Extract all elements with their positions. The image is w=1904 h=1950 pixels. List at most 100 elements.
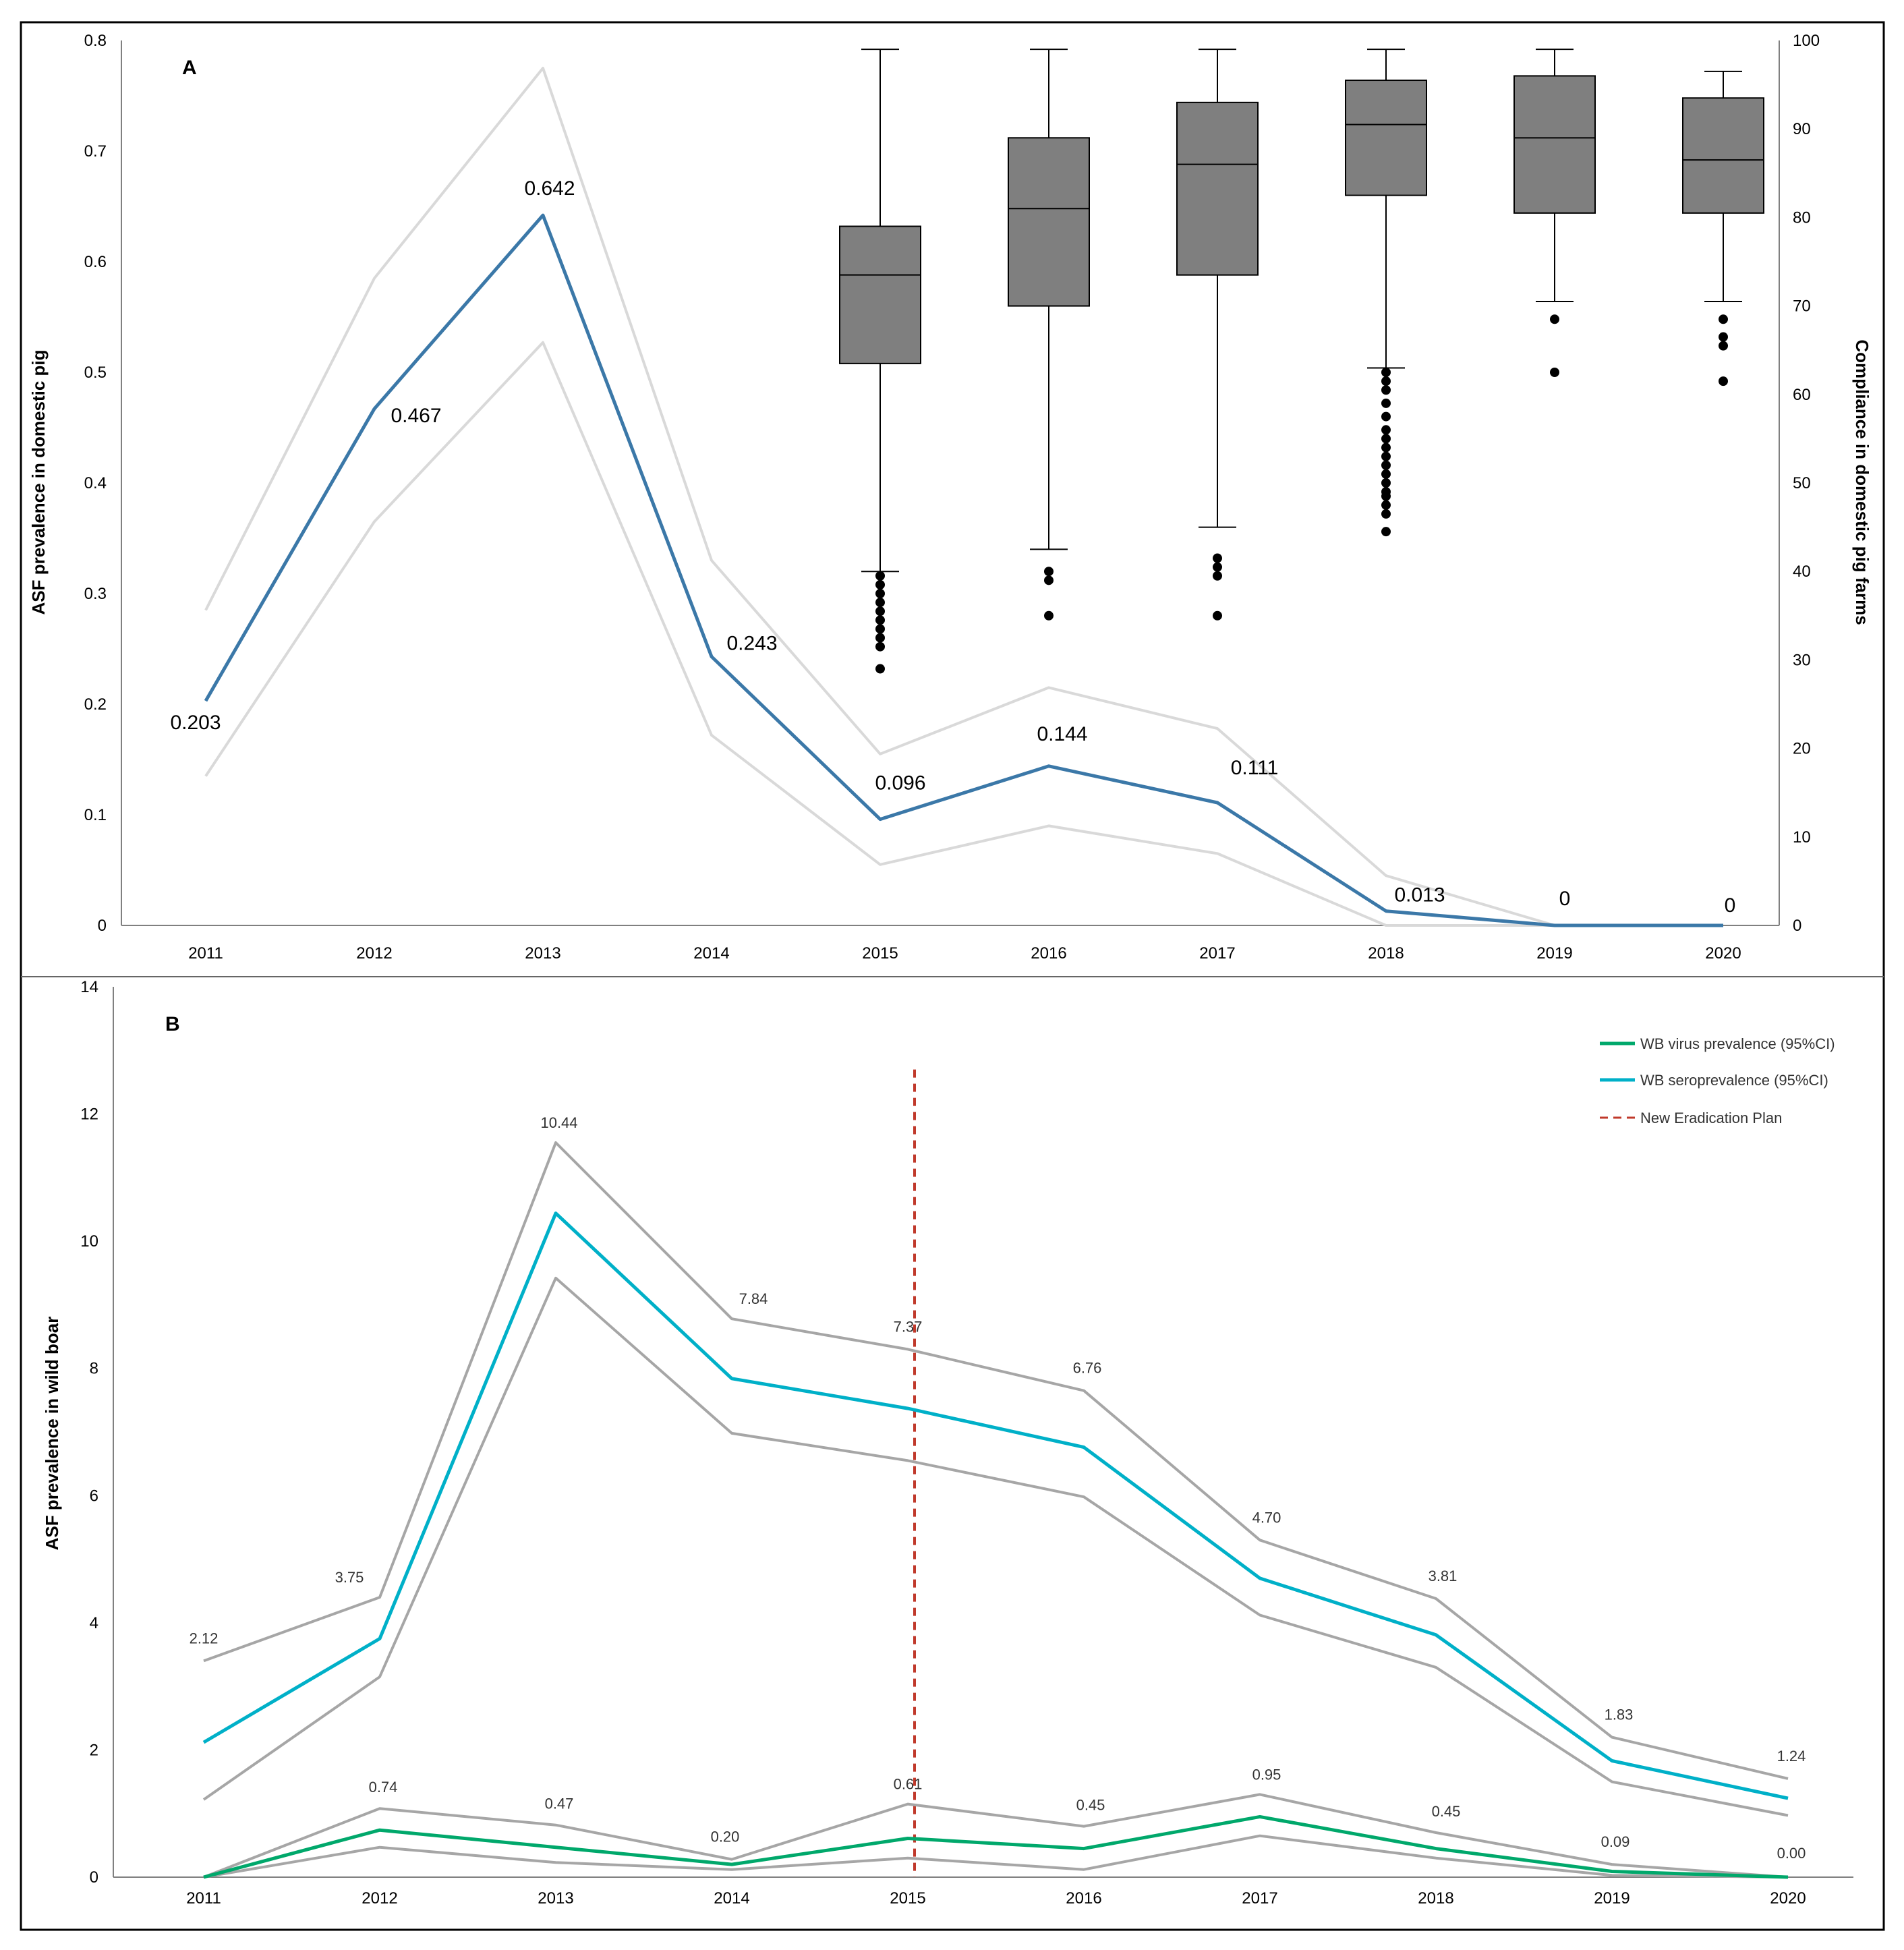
box-outlier-point	[1044, 610, 1054, 621]
seroprevalence-line	[202, 1211, 1789, 1800]
box-outlier-point	[1213, 610, 1222, 621]
box-iqr-2020	[1682, 97, 1764, 214]
panel-b-x-tick-label: 2016	[1066, 1889, 1101, 1908]
virus-prevalence-data-label: 0.45	[1076, 1797, 1105, 1814]
panel-a-x-tick-label: 2012	[356, 944, 392, 963]
box-outlier-point	[1381, 411, 1391, 422]
virus-prevalence-data-label: 0.09	[1601, 1833, 1630, 1850]
box-outlier-point	[875, 589, 885, 598]
box-outlier-point	[1381, 442, 1391, 453]
panel-b-y-tick-label: 0	[90, 1868, 98, 1887]
virus-prevalence-data-label: 0.47	[545, 1796, 574, 1812]
box-outlier-point	[1381, 434, 1391, 444]
panel-a-left-tick-label: 0	[98, 917, 107, 935]
seroprevalence-ci-lower	[202, 1276, 1789, 1817]
panel-a-x-tick-label: 2011	[188, 944, 223, 963]
panel-a-x-tick-label: 2018	[1368, 944, 1404, 963]
box-outlier-point	[875, 615, 885, 625]
panel-a-right-tick-label: 80	[1793, 208, 1811, 227]
prevalence-data-label: 0.467	[391, 405, 441, 427]
panel-b-y-tick-label: 10	[80, 1232, 98, 1251]
panel-a-boxplots	[839, 49, 1764, 674]
panel-b-y-tick-label: 4	[90, 1614, 98, 1632]
panel-a-right-tick-label: 60	[1793, 386, 1811, 404]
box-outlier-point	[1719, 341, 1728, 351]
prevalence-data-label: 0.096	[875, 772, 925, 795]
legend-label: WB seroprevalence (95%CI)	[1640, 1072, 1828, 1089]
panel-b-x-tick-label: 2013	[538, 1889, 573, 1908]
box-outlier-point	[875, 624, 885, 634]
virus-ci-lower	[203, 1834, 1789, 1879]
seroprevalence-data-label: 1.83	[1605, 1707, 1634, 1723]
panel-a-data-labels: 0.203 0.467 0.642 0.243 0.096 0.144 0.111 0.013…	[170, 177, 1735, 917]
panel-a-lines	[204, 67, 1723, 927]
box-outlier-point	[1381, 500, 1391, 510]
panel-b-x-tick-label: 2018	[1418, 1889, 1453, 1908]
panel-a-ticks: 0 0.1 0.2 0.3 0.4 0.5 0.6 0.7 0.8 0 10 20 30 40 50 60 70…	[84, 32, 1820, 963]
box-outlier-point	[875, 579, 885, 590]
panel-b-legend: WB virus prevalence (95%CI) WB seropreval…	[1600, 1035, 1835, 1126]
box-outlier-point	[1381, 451, 1391, 461]
panel-a-x-tick-label: 2013	[525, 944, 560, 963]
panel-b-x-tick-label: 2019	[1594, 1889, 1629, 1908]
panel-b-x-tick-label: 2020	[1770, 1889, 1806, 1908]
panel-a-letter: A	[182, 57, 197, 79]
prevalence-data-label: 0.013	[1394, 884, 1445, 907]
box-iqr-2016	[1008, 137, 1090, 307]
panel-b: B ASF prevalence in wild boar 0 2 4 6 8 10 12 1…	[42, 978, 1853, 1908]
box-outlier-point	[875, 633, 885, 643]
box-outlier-point	[1381, 491, 1391, 501]
panel-b-lines	[202, 1141, 1789, 1879]
panel-a-left-tick-label: 0.8	[84, 32, 107, 50]
panel-b-letter: B	[165, 1013, 180, 1035]
box-outlier-point	[1550, 368, 1559, 377]
panel-a-right-tick-label: 50	[1793, 474, 1811, 492]
panel-a-left-tick-label: 0.5	[84, 364, 107, 382]
prevalence-data-label: 0	[1559, 888, 1571, 910]
panel-a-x-tick-label: 2015	[862, 944, 898, 963]
panel-b-y-tick-label: 12	[80, 1106, 98, 1124]
legend-label: New Eradication Plan	[1640, 1110, 1782, 1126]
box-outlier-point	[1719, 332, 1728, 342]
virus-prevalence-data-label: 0.20	[711, 1829, 740, 1845]
panel-a-x-tick-label: 2020	[1705, 944, 1741, 963]
seroprevalence-ci-upper	[203, 1141, 1789, 1780]
box-outlier-point	[1381, 469, 1391, 479]
box-iqr-2017	[1176, 101, 1259, 276]
panel-a-left-tick-label: 0.4	[84, 474, 107, 492]
box-outlier-point	[1213, 562, 1222, 572]
virus-prevalence-data-label: 0.61	[894, 1776, 923, 1793]
box-outlier-point	[1044, 575, 1054, 585]
panel-b-y-tick-label: 14	[80, 978, 98, 996]
box-outlier-point	[1550, 314, 1559, 324]
panel-a-x-tick-label: 2017	[1199, 944, 1235, 963]
panel-b-x-tick-label: 2014	[714, 1889, 749, 1908]
box-outlier-point	[1381, 385, 1391, 395]
panel-a-right-tick-label: 20	[1793, 740, 1811, 758]
panel-a-left-tick-label: 0.3	[84, 585, 107, 603]
box-outlier-point	[1381, 509, 1391, 519]
box-outlier-point	[1719, 314, 1728, 324]
virus-prevalence-data-label: 0.74	[369, 1779, 398, 1796]
panel-b-y-tick-label: 2	[90, 1741, 98, 1759]
panel-b-y-tick-label: 6	[90, 1487, 98, 1505]
panel-a-right-tick-label: 10	[1793, 828, 1811, 847]
virus-prevalence-data-label: 0.45	[1432, 1803, 1461, 1820]
panel-a-left-tick-label: 0.2	[84, 695, 107, 714]
panel-a-left-tick-label: 0.1	[84, 806, 107, 824]
box-outlier-point	[875, 598, 885, 608]
box-outlier-point	[1213, 553, 1222, 563]
box-outlier-point	[1381, 478, 1391, 488]
ci-lower-line	[204, 341, 1723, 927]
panel-a-right-axis-title: Compliance in domestic pig farms	[1852, 339, 1872, 625]
seroprevalence-data-label: 6.76	[1073, 1360, 1102, 1377]
prevalence-line	[204, 213, 1723, 927]
panel-a-right-tick-label: 90	[1793, 120, 1811, 138]
virus-prevalence-data-label: 0.95	[1252, 1766, 1281, 1783]
box-outlier-point	[875, 606, 885, 616]
panel-b-ticks: 0 2 4 6 8 10 12 14 2011 2012 2013 2014 2015 2016 2017 2…	[80, 978, 1806, 1908]
box-outlier-point	[1381, 460, 1391, 470]
prevalence-data-label: 0.642	[524, 177, 575, 200]
virus-ci-upper	[203, 1793, 1789, 1879]
